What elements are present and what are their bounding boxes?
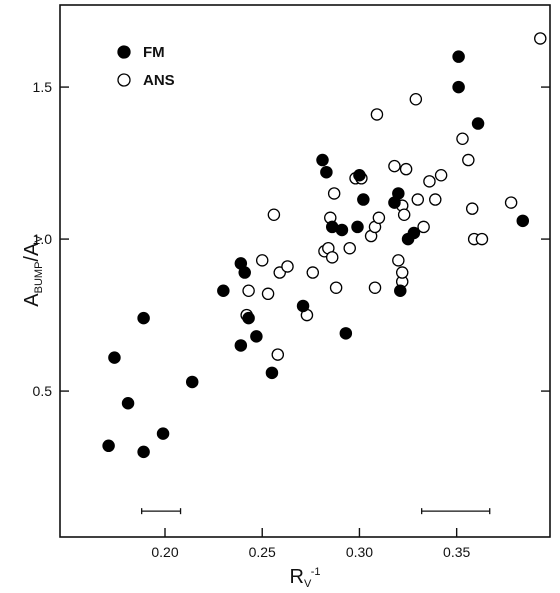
ans-point: [429, 193, 442, 206]
ans-point: [534, 32, 547, 45]
ans-point: [271, 348, 285, 361]
fm-point: [394, 284, 407, 298]
ans-point: [242, 284, 255, 298]
fm-point: [452, 50, 465, 63]
x-tick-label: 0.35: [443, 544, 470, 560]
ans-point: [343, 241, 356, 255]
y-axis-label: ABUMP/AV: [21, 235, 45, 307]
fm-point: [357, 193, 370, 206]
fm-point: [234, 339, 248, 352]
ans-point: [388, 159, 401, 173]
ans-points: [240, 32, 547, 361]
x-axis-ticks: 0.20 0.25 0.30 0.35: [151, 528, 471, 560]
legend-fm-marker: [117, 45, 131, 59]
x-tick-label: 0.20: [151, 544, 178, 560]
fm-point: [121, 396, 135, 410]
ans-point: [465, 202, 479, 215]
y-axis-ticks: 0.5 1.0 1.5: [33, 79, 550, 399]
fm-point: [108, 351, 121, 364]
x-axis-label: RV-1: [290, 566, 321, 590]
ans-point: [392, 254, 405, 267]
fm-point: [339, 327, 353, 340]
legend-ans-marker: [117, 73, 131, 87]
ans-point: [456, 132, 469, 146]
ans-point: [475, 232, 489, 246]
ans-point: [267, 208, 281, 222]
fm-point: [185, 375, 199, 389]
fm-point: [392, 187, 405, 200]
fm-point: [471, 117, 485, 130]
ans-point: [327, 187, 341, 200]
ans-point: [434, 168, 448, 182]
ans-point: [255, 254, 269, 267]
ans-point: [370, 108, 384, 121]
fm-point: [242, 311, 255, 325]
fm-point: [137, 445, 150, 459]
fm-point: [407, 226, 421, 240]
fm-point: [156, 427, 170, 440]
y-tick-label: 1.0: [33, 231, 53, 247]
ans-point: [325, 251, 339, 264]
ans-point: [504, 196, 518, 209]
fm-point: [316, 153, 329, 167]
ans-point: [368, 281, 382, 294]
ans-point: [395, 266, 409, 279]
fm-point: [452, 80, 465, 94]
ans-point: [372, 211, 386, 225]
fm-point: [137, 311, 150, 325]
legend-ans-label: ANS: [143, 72, 175, 89]
ans-point: [411, 193, 425, 206]
x-tick-label: 0.25: [249, 544, 276, 560]
y-tick-label: 1.5: [33, 79, 53, 95]
fm-point: [320, 165, 333, 179]
fm-point: [351, 220, 364, 234]
y-tick-label: 0.5: [33, 383, 53, 399]
ans-point: [462, 153, 475, 167]
legend: FM ANS: [117, 44, 175, 89]
ans-point: [329, 281, 343, 294]
ans-point: [417, 220, 430, 234]
fm-point: [217, 284, 230, 298]
fm-point: [516, 214, 530, 228]
ans-point: [281, 260, 294, 273]
ans-point: [306, 266, 320, 279]
fm-point: [250, 330, 263, 343]
fm-point: [265, 366, 279, 380]
ans-point: [423, 175, 436, 188]
x-tick-label: 0.30: [346, 544, 373, 560]
fm-point: [102, 439, 115, 453]
fm-point: [238, 266, 251, 279]
error-bars: [141, 508, 491, 515]
ans-point: [397, 208, 411, 222]
ans-point: [261, 287, 275, 301]
plot-frame: [59, 4, 551, 538]
fm-point: [335, 223, 349, 237]
fm-point: [353, 168, 366, 182]
ans-point: [409, 92, 423, 106]
fm-point: [296, 299, 310, 313]
legend-fm-label: FM: [143, 44, 165, 61]
ans-point: [399, 162, 413, 176]
fm-points: [102, 50, 530, 459]
